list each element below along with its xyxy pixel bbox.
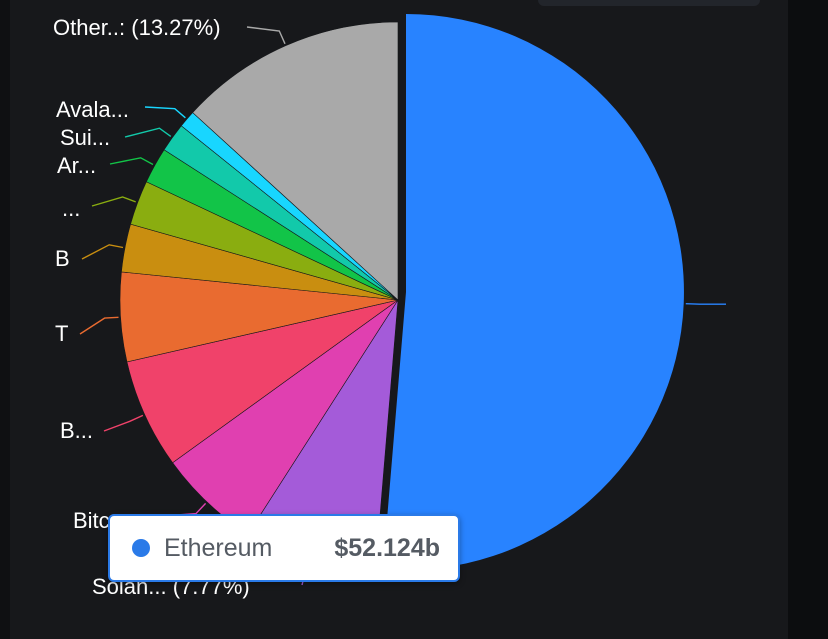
slice-label: B... <box>60 418 93 443</box>
leader-line <box>144 106 186 119</box>
leader-line <box>685 303 726 305</box>
tooltip-color-dot <box>132 539 150 557</box>
leader-line <box>79 316 119 335</box>
leader-line <box>246 26 286 45</box>
tooltip-series-name: Ethereum <box>164 533 273 562</box>
top-dropdown[interactable] <box>538 0 760 6</box>
slice-label: Sui... <box>60 125 110 150</box>
pie-slice-highlighted[interactable] <box>382 14 684 570</box>
slice-label: Bitc <box>73 508 110 533</box>
slice-label: Ar... <box>57 153 96 178</box>
leader-line <box>124 127 172 138</box>
slice-label: Avala... <box>56 97 129 122</box>
leader-line <box>91 196 136 207</box>
pie-slice[interactable] <box>126 299 399 464</box>
slice-label: B <box>55 246 70 271</box>
tooltip-value: $52.124b <box>334 533 440 562</box>
slice-label: ... <box>62 196 80 221</box>
pie-slice[interactable] <box>192 21 399 301</box>
page-edge <box>788 0 828 639</box>
leader-line <box>103 414 144 432</box>
leader-line <box>81 244 124 260</box>
slice-label: T <box>55 321 68 346</box>
leader-line <box>109 157 154 166</box>
slice-label: Other..: (13.27%) <box>53 15 221 40</box>
chart-tooltip: Ethereum $52.124b <box>108 514 460 582</box>
